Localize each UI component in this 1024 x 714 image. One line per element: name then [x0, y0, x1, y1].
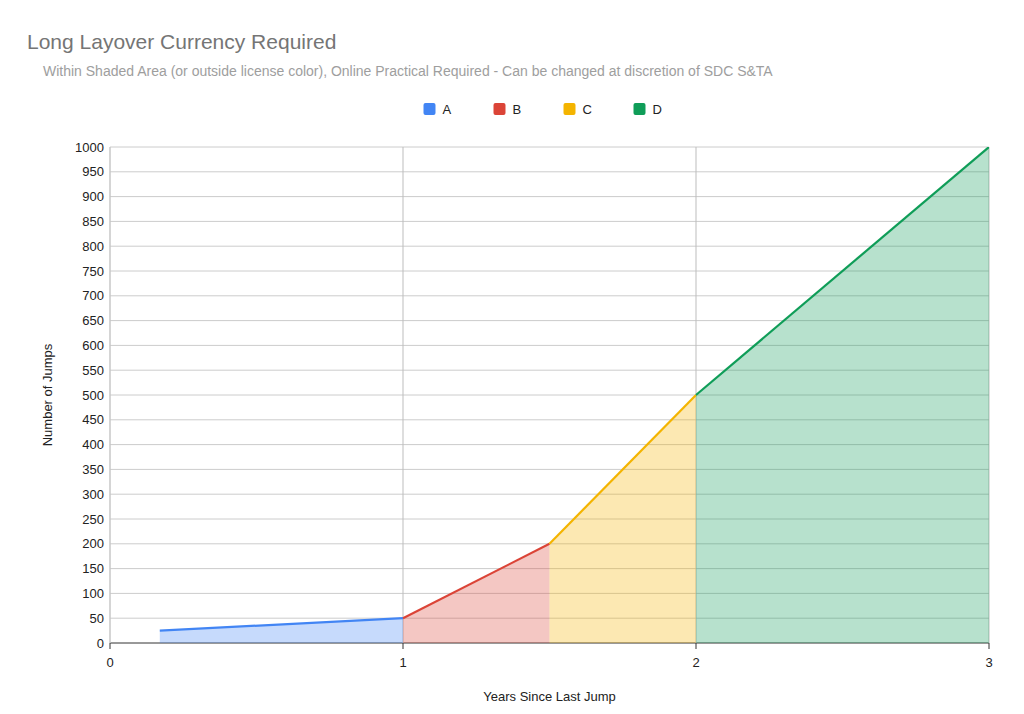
y-tick-label: 850: [82, 214, 104, 229]
y-tick-label: 350: [82, 462, 104, 477]
y-axis-title: Number of Jumps: [40, 343, 55, 446]
y-tick-label: 1000: [75, 140, 104, 155]
y-grid-line: [110, 171, 989, 172]
legend-swatch: [564, 103, 576, 115]
x-tick-mark: [989, 643, 990, 649]
y-axis-line: [110, 147, 111, 643]
series-area: [696, 147, 989, 643]
x-axis-title: Years Since Last Jump: [483, 689, 615, 704]
y-tick-label: 500: [82, 388, 104, 403]
plot-area: [160, 147, 989, 643]
y-tick-label: 450: [82, 412, 104, 427]
y-tick-label: 0: [97, 636, 104, 651]
y-tick-label: 900: [82, 189, 104, 204]
y-tick-label: 100: [82, 586, 104, 601]
legend-item: B: [494, 102, 522, 117]
x-tick-label: 2: [692, 655, 699, 670]
y-tick-label: 400: [82, 437, 104, 452]
legend-swatch: [494, 103, 506, 115]
subtitle: Within Shaded Area (or outside license c…: [43, 63, 773, 79]
series-line: [696, 147, 989, 395]
x-grid-line: [403, 147, 404, 643]
x-tick-mark: [696, 643, 697, 649]
series-line: [403, 544, 550, 618]
y-grid-line: [110, 246, 989, 247]
grid: [110, 147, 989, 643]
y-tick-label: 750: [82, 264, 104, 279]
legend-label: D: [653, 102, 662, 117]
legend-swatch: [424, 103, 436, 115]
legend-label: A: [443, 102, 452, 117]
y-tick-label: 950: [82, 164, 104, 179]
x-tick-label: 3: [985, 655, 992, 670]
y-tick-label: 200: [82, 536, 104, 551]
series-area: [403, 544, 550, 643]
x-grid-line: [110, 147, 111, 643]
legend-item: C: [564, 102, 592, 117]
legend: A B C D: [424, 102, 662, 117]
x-tick-label: 1: [399, 655, 406, 670]
legend-swatch: [634, 103, 646, 115]
chart: Long Layover Currency Required Within Sha…: [0, 0, 1024, 714]
legend-item: A: [424, 102, 452, 117]
y-grid-line: [110, 196, 989, 197]
series-line: [550, 395, 697, 544]
y-tick-label: 150: [82, 561, 104, 576]
y-tick-label: 600: [82, 338, 104, 353]
y-tick-label: 650: [82, 313, 104, 328]
y-tick-label: 700: [82, 288, 104, 303]
y-tick-label: 250: [82, 512, 104, 527]
series-area: [550, 395, 697, 643]
y-tick-label: 800: [82, 239, 104, 254]
legend-label: C: [583, 102, 592, 117]
series-area: [160, 618, 403, 643]
x-tick-mark: [110, 643, 111, 649]
y-tick-label: 550: [82, 363, 104, 378]
y-tick-label: 50: [90, 611, 104, 626]
legend-label: B: [513, 102, 522, 117]
x-tick-label: 0: [106, 655, 113, 670]
y-tick-label: 300: [82, 487, 104, 502]
series-line: [160, 618, 403, 630]
legend-item: D: [634, 102, 662, 117]
title: Long Layover Currency Required: [27, 30, 336, 53]
x-tick-mark: [403, 643, 404, 649]
y-grid-line: [110, 221, 989, 222]
y-grid-line: [110, 147, 989, 148]
